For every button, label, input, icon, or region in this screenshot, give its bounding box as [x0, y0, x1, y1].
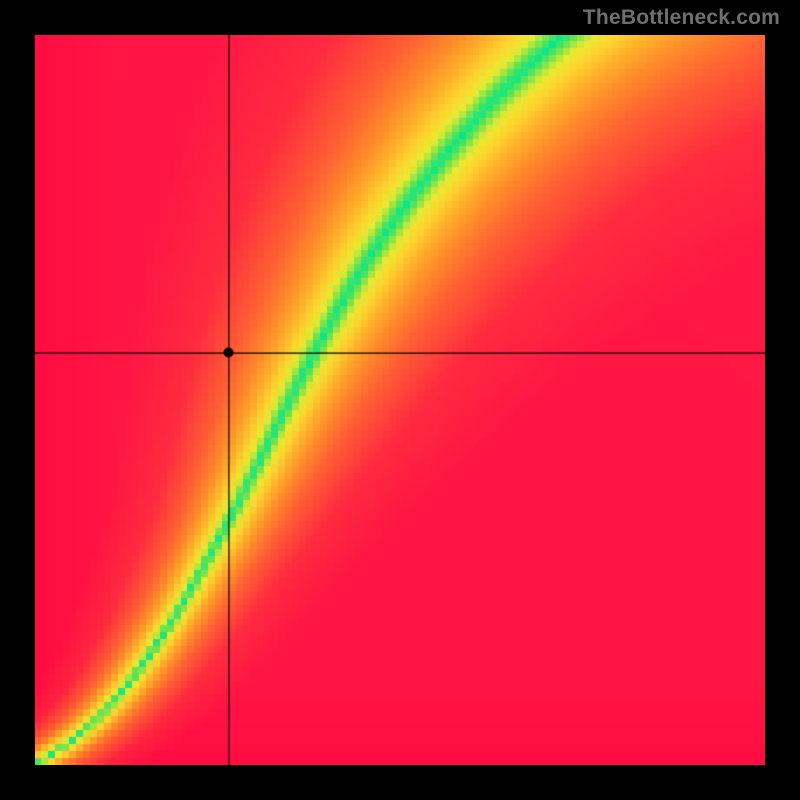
- bottleneck-heatmap: [35, 35, 765, 765]
- chart-frame: { "watermark": { "text": "TheBottleneck.…: [0, 0, 800, 800]
- watermark-text: TheBottleneck.com: [583, 6, 780, 30]
